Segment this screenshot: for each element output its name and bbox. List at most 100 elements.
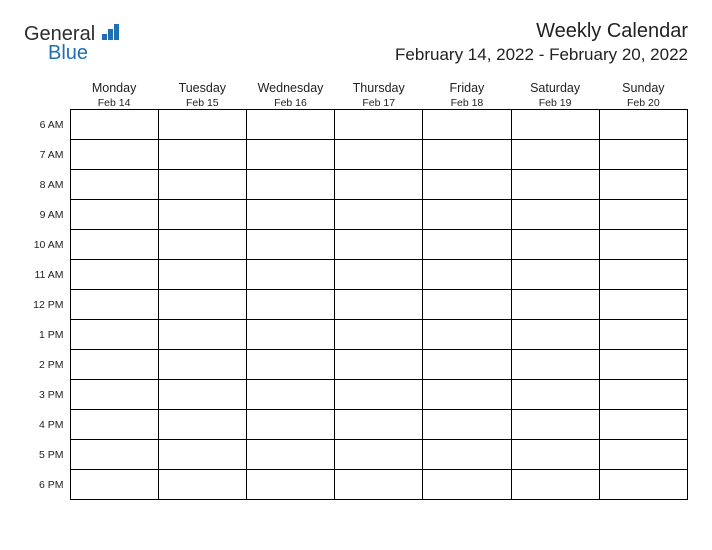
calendar-cell[interactable] — [511, 230, 599, 260]
calendar-cell[interactable] — [335, 110, 423, 140]
calendar-cell[interactable] — [158, 260, 246, 290]
calendar-cell[interactable] — [423, 320, 511, 350]
calendar-cell[interactable] — [158, 380, 246, 410]
calendar-cell[interactable] — [70, 260, 158, 290]
calendar-cell[interactable] — [335, 350, 423, 380]
calendar-cell[interactable] — [158, 110, 246, 140]
calendar-cell[interactable] — [70, 350, 158, 380]
calendar-cell[interactable] — [599, 110, 687, 140]
calendar-cell[interactable] — [599, 140, 687, 170]
calendar-cell[interactable] — [70, 320, 158, 350]
day-header-mon: Monday — [70, 79, 158, 95]
calendar-cell[interactable] — [511, 260, 599, 290]
calendar-cell[interactable] — [599, 230, 687, 260]
calendar-cell[interactable] — [70, 470, 158, 500]
calendar-cell[interactable] — [246, 140, 334, 170]
calendar-cell[interactable] — [335, 230, 423, 260]
calendar-cell[interactable] — [599, 350, 687, 380]
calendar-cell[interactable] — [246, 440, 334, 470]
calendar-cell[interactable] — [599, 410, 687, 440]
weekly-calendar-table: Monday Tuesday Wednesday Thursday Friday… — [24, 79, 688, 500]
calendar-cell[interactable] — [599, 320, 687, 350]
calendar-cell[interactable] — [70, 380, 158, 410]
calendar-cell[interactable] — [423, 200, 511, 230]
calendar-cell[interactable] — [158, 320, 246, 350]
calendar-cell[interactable] — [335, 260, 423, 290]
header: General Blue Weekly Calendar February 14… — [24, 20, 688, 65]
calendar-cell[interactable] — [511, 290, 599, 320]
calendar-cell[interactable] — [70, 110, 158, 140]
calendar-cell[interactable] — [335, 440, 423, 470]
calendar-cell[interactable] — [246, 230, 334, 260]
calendar-cell[interactable] — [335, 290, 423, 320]
calendar-cell[interactable] — [599, 440, 687, 470]
calendar-cell[interactable] — [70, 140, 158, 170]
time-label: 12 PM — [24, 290, 70, 320]
calendar-cell[interactable] — [335, 380, 423, 410]
calendar-cell[interactable] — [511, 200, 599, 230]
calendar-cell[interactable] — [511, 440, 599, 470]
calendar-cell[interactable] — [511, 350, 599, 380]
calendar-cell[interactable] — [246, 410, 334, 440]
calendar-cell[interactable] — [246, 170, 334, 200]
calendar-cell[interactable] — [423, 440, 511, 470]
calendar-cell[interactable] — [158, 470, 246, 500]
calendar-cell[interactable] — [599, 200, 687, 230]
calendar-cell[interactable] — [423, 140, 511, 170]
calendar-cell[interactable] — [511, 410, 599, 440]
calendar-cell[interactable] — [599, 260, 687, 290]
calendar-cell[interactable] — [423, 260, 511, 290]
calendar-cell[interactable] — [511, 140, 599, 170]
calendar-cell[interactable] — [158, 410, 246, 440]
calendar-cell[interactable] — [246, 290, 334, 320]
calendar-cell[interactable] — [599, 470, 687, 500]
calendar-cell[interactable] — [246, 320, 334, 350]
calendar-cell[interactable] — [158, 440, 246, 470]
calendar-cell[interactable] — [335, 320, 423, 350]
calendar-cell[interactable] — [335, 170, 423, 200]
calendar-cell[interactable] — [158, 290, 246, 320]
calendar-cell[interactable] — [335, 410, 423, 440]
calendar-cell[interactable] — [335, 200, 423, 230]
calendar-cell[interactable] — [158, 230, 246, 260]
calendar-cell[interactable] — [423, 170, 511, 200]
calendar-cell[interactable] — [599, 170, 687, 200]
calendar-cell[interactable] — [246, 260, 334, 290]
calendar-cell[interactable] — [246, 200, 334, 230]
calendar-cell[interactable] — [423, 230, 511, 260]
calendar-cell[interactable] — [423, 110, 511, 140]
calendar-cell[interactable] — [511, 320, 599, 350]
calendar-cell[interactable] — [423, 290, 511, 320]
calendar-cell[interactable] — [70, 290, 158, 320]
calendar-cell[interactable] — [70, 230, 158, 260]
date-range: February 14, 2022 - February 20, 2022 — [395, 45, 688, 65]
calendar-cell[interactable] — [423, 380, 511, 410]
calendar-cell[interactable] — [335, 140, 423, 170]
calendar-cell[interactable] — [511, 470, 599, 500]
calendar-cell[interactable] — [423, 410, 511, 440]
day-date-sun: Feb 20 — [599, 95, 687, 110]
calendar-cell[interactable] — [246, 380, 334, 410]
calendar-cell[interactable] — [246, 110, 334, 140]
calendar-cell[interactable] — [511, 110, 599, 140]
calendar-cell[interactable] — [70, 440, 158, 470]
calendar-cell[interactable] — [158, 170, 246, 200]
calendar-cell[interactable] — [511, 380, 599, 410]
calendar-cell[interactable] — [70, 200, 158, 230]
calendar-cell[interactable] — [511, 170, 599, 200]
calendar-cell[interactable] — [599, 290, 687, 320]
calendar-cell[interactable] — [335, 470, 423, 500]
calendar-cell[interactable] — [599, 380, 687, 410]
calendar-cell[interactable] — [158, 140, 246, 170]
calendar-cell[interactable] — [423, 350, 511, 380]
calendar-cell[interactable] — [246, 470, 334, 500]
calendar-cell[interactable] — [70, 410, 158, 440]
calendar-cell[interactable] — [423, 470, 511, 500]
day-date-tue: Feb 15 — [158, 95, 246, 110]
calendar-cell[interactable] — [158, 200, 246, 230]
time-label: 5 PM — [24, 440, 70, 470]
calendar-cell[interactable] — [246, 350, 334, 380]
calendar-cell[interactable] — [158, 350, 246, 380]
calendar-cell[interactable] — [70, 170, 158, 200]
time-label: 7 AM — [24, 140, 70, 170]
